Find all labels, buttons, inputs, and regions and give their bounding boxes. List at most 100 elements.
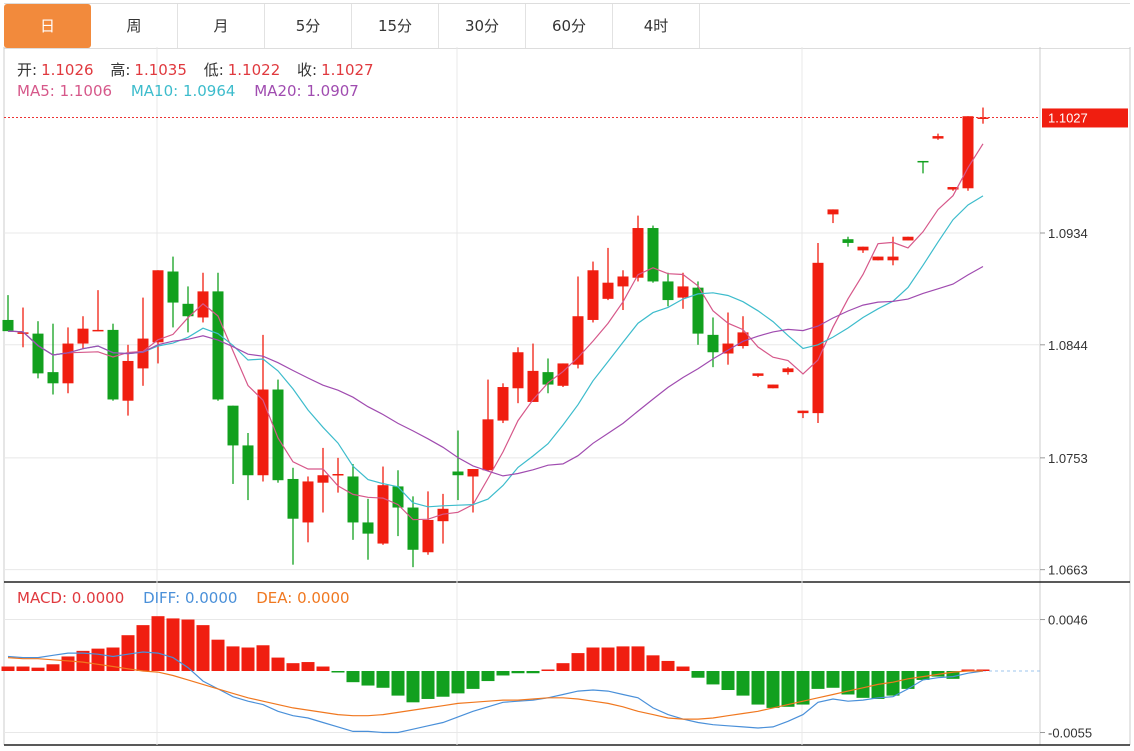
candle [947,187,959,191]
candle [167,256,179,328]
candle [302,476,314,543]
candle-body [677,286,689,298]
candle [677,272,689,309]
candle [707,317,719,368]
candle-body [662,281,674,301]
macd-bar [826,671,840,688]
candle [77,316,89,349]
macd-bar [946,671,960,679]
candle [617,270,629,311]
ma10-line [7,195,984,508]
candle [332,457,344,493]
macd-bar [361,671,375,686]
candle [152,270,164,364]
candle-body [572,316,584,365]
candle [572,276,584,369]
candle [377,466,389,545]
candle [542,358,554,394]
macd-bar [286,663,300,671]
macd-bar [736,671,750,696]
candle-body [542,372,554,385]
ma10-value: MA10: 1.0964 [130,82,236,100]
candle-body [32,333,44,374]
candle [17,307,29,348]
close-value: 1.1027 [321,61,374,79]
candle [197,272,209,323]
candle [62,327,74,394]
candle [137,297,149,386]
macd-bar [391,671,405,696]
macd-bar [406,671,420,703]
candle [527,343,539,402]
candle [767,384,779,389]
candle-body [887,256,899,261]
candle-body [617,276,629,287]
candle [722,312,734,365]
macd-bar [691,671,705,678]
candle-body [737,332,749,347]
tab-30min[interactable]: 30分 [439,4,526,48]
candle [227,405,239,484]
candle-body [287,478,299,519]
candle-body [482,419,494,471]
macd-bar [901,671,915,689]
macd-bar [886,671,900,696]
macd-bar [721,671,735,691]
macd-bar [706,671,720,685]
ma-legend: MA5: 1.1006 MA10: 1.0964 MA20: 1.0907 [17,82,363,100]
price-tick-label: 1.0753 [1048,451,1088,466]
period-tabs: 日 周 月 5分 15分 30分 60分 4时 [4,3,1130,49]
candle-body [797,410,809,414]
high-label: 高: [110,61,131,79]
candle-body [392,486,404,508]
tab-day[interactable]: 日 [4,4,91,48]
macd-bar [586,647,600,671]
candle-body [182,303,194,317]
candle [827,209,839,224]
candle-body [917,160,929,163]
current-price-badge [1042,108,1128,128]
candle-body [557,363,569,386]
candle [797,410,809,419]
macd-bar [856,671,870,698]
macd-bar [976,669,990,671]
candle-body [212,291,224,400]
macd-bar [556,663,570,671]
tab-15min[interactable]: 15分 [352,4,439,48]
candle [182,286,194,333]
macd-bar [466,671,480,689]
candle-body [452,471,464,476]
candle-body [767,384,779,389]
tab-week[interactable]: 周 [91,4,178,48]
current-price-label: 1.1027 [1048,110,1088,125]
macd-legend: MACD: 0.0000 DIFF: 0.0000 DEA: 0.0000 [17,589,354,607]
macd-bar [436,671,450,697]
macd-bar [676,666,690,671]
tab-4hour[interactable]: 4时 [613,4,700,48]
tab-5min[interactable]: 5分 [265,4,352,48]
candle-body [242,445,254,476]
tab-60min[interactable]: 60分 [526,4,613,48]
macd-bar [106,647,120,671]
dea-value: DEA: 0.0000 [256,589,350,607]
candle-body [707,334,719,353]
macd-bar [571,653,585,671]
ma20-value: MA20: 1.0907 [254,82,359,100]
candle [212,272,224,401]
candle-body [272,389,284,481]
candle-body [167,271,179,303]
candle [362,498,374,560]
macd-bar [16,666,30,671]
macd-tick-label: -0.0055 [1048,726,1092,741]
candle [812,242,824,424]
candle-body [782,368,794,373]
candle [107,323,119,401]
tab-month[interactable]: 月 [178,4,265,48]
candle-body [587,270,599,320]
candle-body [932,136,944,139]
candle [647,225,659,283]
candle-body [467,469,479,477]
macd-bar [136,625,150,671]
macd-bar [616,646,630,671]
